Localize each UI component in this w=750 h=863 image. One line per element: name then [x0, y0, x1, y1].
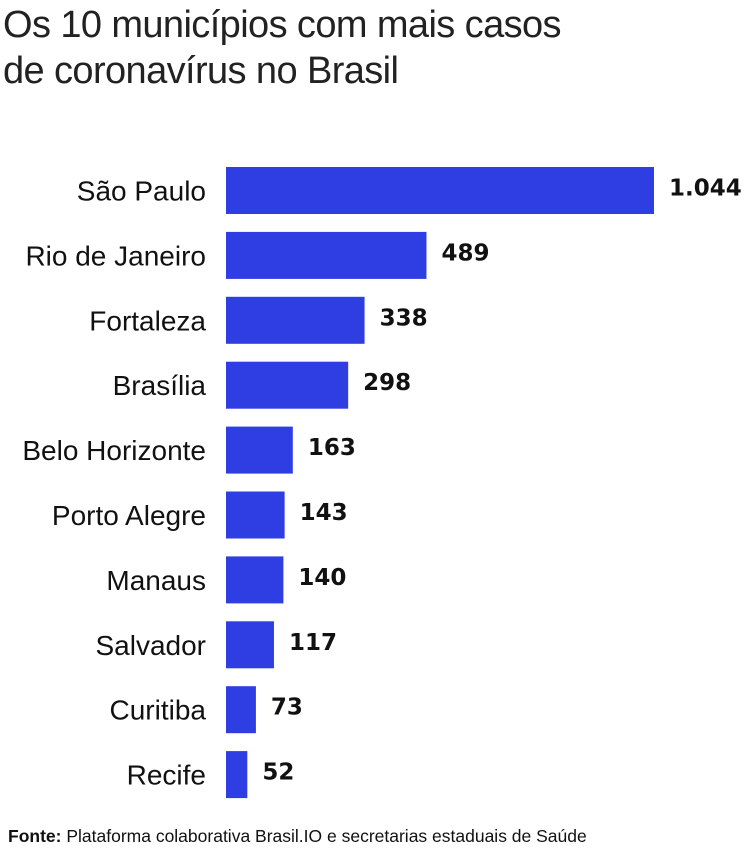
bar-recife	[226, 751, 248, 799]
category-label-belo-horizonte: Belo Horizonte	[22, 435, 206, 466]
value-label-rio-de-janeiro: 489	[441, 240, 489, 266]
bar-row-rio-de-janeiro: Rio de Janeiro 489	[25, 231, 489, 279]
category-label-porto-alegre: Porto Alegre	[52, 500, 206, 531]
bar-curitiba	[226, 686, 256, 734]
bar-row-salvador: Salvador 117	[95, 621, 337, 669]
bar-row-porto-alegre: Porto Alegre 143	[52, 491, 348, 539]
value-label-belo-horizonte: 163	[308, 435, 356, 461]
bar-row-recife: Recife 52	[127, 751, 294, 799]
chart-title: Os 10 municípios com mais casos de coron…	[3, 2, 743, 94]
source-text: Plataforma colaborativa Brasil.IO e secr…	[61, 826, 587, 846]
value-label-fortaleza: 338	[380, 305, 428, 331]
bar-row-belo-horizonte: Belo Horizonte 163	[22, 426, 356, 474]
bar-porto-alegre	[226, 491, 285, 539]
category-label-fortaleza: Fortaleza	[89, 305, 206, 336]
chart-title-line-2: de coronavírus no Brasil	[3, 50, 399, 92]
category-label-sao-paulo: São Paulo	[77, 176, 206, 207]
category-label-curitiba: Curitiba	[110, 695, 207, 726]
value-label-sao-paulo: 1.044	[669, 176, 742, 202]
bar-sao-paulo	[226, 167, 654, 214]
bar-row-brasilia: Brasília 298	[113, 361, 411, 409]
category-label-recife: Recife	[127, 760, 206, 791]
bar-belo-horizonte	[226, 426, 293, 474]
bar-row-manaus: Manaus 140	[106, 556, 346, 604]
bar-row-curitiba: Curitiba 73	[110, 686, 303, 734]
value-label-curitiba: 73	[271, 695, 303, 721]
bar-row-sao-paulo: São Paulo 1.044	[77, 167, 742, 214]
value-label-porto-alegre: 143	[300, 500, 348, 526]
value-label-brasilia: 298	[363, 370, 411, 396]
bar-salvador	[226, 621, 274, 669]
category-label-salvador: Salvador	[95, 630, 206, 661]
category-label-manaus: Manaus	[106, 565, 206, 596]
source-label: Fonte:	[8, 826, 62, 846]
bar-fortaleza	[226, 296, 365, 344]
category-label-rio-de-janeiro: Rio de Janeiro	[25, 240, 206, 271]
source-note: Fonte: Plataforma colaborativa Brasil.IO…	[8, 826, 587, 847]
bar-manaus	[226, 556, 284, 604]
value-label-manaus: 140	[298, 565, 346, 591]
bar-row-fortaleza: Fortaleza 338	[89, 296, 428, 344]
value-label-recife: 52	[262, 760, 294, 786]
bar-brasilia	[226, 361, 349, 409]
bar-rio-de-janeiro	[226, 231, 427, 279]
chart-title-line-1: Os 10 municípios com mais casos	[3, 4, 562, 46]
value-label-salvador: 117	[289, 630, 337, 656]
category-label-brasilia: Brasília	[113, 370, 207, 401]
